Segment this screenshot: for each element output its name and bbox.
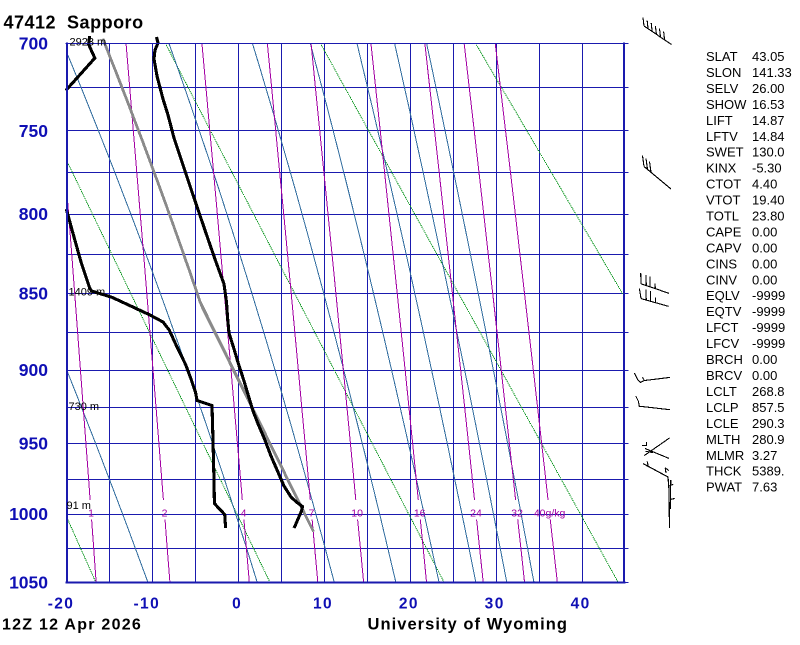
- svg-text:141.33: 141.33: [752, 65, 792, 80]
- svg-text:0.00: 0.00: [752, 224, 777, 239]
- svg-text:4.40: 4.40: [752, 177, 777, 192]
- svg-text:PWAT: PWAT: [706, 480, 742, 495]
- svg-text:16.53: 16.53: [752, 97, 785, 112]
- svg-text:EQLV: EQLV: [706, 288, 740, 303]
- svg-text:SELV: SELV: [706, 81, 739, 96]
- svg-text:-9999: -9999: [752, 320, 785, 335]
- svg-text:0.00: 0.00: [752, 368, 777, 383]
- svg-text:-9999: -9999: [752, 304, 785, 319]
- svg-text:24: 24: [470, 508, 482, 520]
- svg-text:SHOW: SHOW: [706, 97, 747, 112]
- svg-text:857.5: 857.5: [752, 400, 785, 415]
- svg-text:CINS: CINS: [706, 256, 737, 271]
- svg-text:950: 950: [19, 434, 48, 454]
- svg-text:47412 Sapporo: 47412 Sapporo: [4, 13, 144, 33]
- svg-text:800: 800: [19, 204, 48, 224]
- svg-text:SLON: SLON: [706, 65, 741, 80]
- svg-text:0.00: 0.00: [752, 256, 777, 271]
- svg-text:LCLE: LCLE: [706, 416, 739, 431]
- svg-text:KINX: KINX: [706, 161, 737, 176]
- svg-text:CINV: CINV: [706, 272, 737, 287]
- svg-text:-20: -20: [48, 596, 75, 613]
- svg-text:University of Wyoming: University of Wyoming: [368, 616, 569, 634]
- svg-text:MLTH: MLTH: [706, 432, 740, 447]
- svg-text:268.8: 268.8: [752, 384, 785, 399]
- svg-text:LCLT: LCLT: [706, 384, 737, 399]
- svg-text:10: 10: [313, 596, 333, 613]
- svg-text:SLAT: SLAT: [706, 49, 738, 64]
- svg-text:1050: 1050: [9, 572, 48, 592]
- svg-text:5389.: 5389.: [752, 464, 785, 479]
- svg-text:0.00: 0.00: [752, 352, 777, 367]
- svg-text:0.00: 0.00: [752, 272, 777, 287]
- svg-text:850: 850: [19, 284, 48, 304]
- svg-text:130.0: 130.0: [752, 145, 785, 160]
- svg-text:290.3: 290.3: [752, 416, 785, 431]
- svg-text:1: 1: [88, 508, 94, 520]
- svg-text:1409 m: 1409 m: [69, 287, 106, 299]
- svg-text:2923 m: 2923 m: [70, 37, 107, 49]
- svg-text:12Z 12 Apr 2026: 12Z 12 Apr 2026: [2, 617, 142, 634]
- svg-text:MLMR: MLMR: [706, 448, 744, 463]
- svg-text:3.27: 3.27: [752, 448, 777, 463]
- svg-text:EQTV: EQTV: [706, 304, 742, 319]
- svg-text:LIFT: LIFT: [706, 113, 733, 128]
- svg-text:16: 16: [414, 508, 426, 520]
- svg-text:23.80: 23.80: [752, 209, 785, 224]
- svg-text:-9999: -9999: [752, 336, 785, 351]
- svg-text:14.84: 14.84: [752, 129, 785, 144]
- svg-text:700: 700: [19, 33, 48, 53]
- svg-text:TOTL: TOTL: [706, 209, 739, 224]
- svg-text:-10: -10: [133, 596, 160, 613]
- svg-text:-5.30: -5.30: [752, 161, 782, 176]
- svg-text:7.63: 7.63: [752, 480, 777, 495]
- svg-text:2: 2: [162, 508, 168, 520]
- svg-text:BRCV: BRCV: [706, 368, 742, 383]
- svg-text:40: 40: [571, 596, 591, 613]
- svg-text:LFCT: LFCT: [706, 320, 739, 335]
- svg-text:730 m: 730 m: [69, 401, 100, 413]
- svg-text:26.00: 26.00: [752, 81, 785, 96]
- svg-text:7: 7: [309, 508, 315, 520]
- svg-text:4: 4: [241, 508, 247, 520]
- svg-text:LCLP: LCLP: [706, 400, 739, 415]
- svg-text:LFCV: LFCV: [706, 336, 740, 351]
- svg-text:30: 30: [485, 596, 505, 613]
- svg-text:40g/kg: 40g/kg: [534, 508, 566, 520]
- svg-text:900: 900: [19, 360, 48, 380]
- svg-text:43.05: 43.05: [752, 49, 785, 64]
- svg-text:14.87: 14.87: [752, 113, 785, 128]
- svg-text:CAPE: CAPE: [706, 224, 742, 239]
- svg-text:THCK: THCK: [706, 464, 742, 479]
- svg-text:280.9: 280.9: [752, 432, 785, 447]
- svg-text:BRCH: BRCH: [706, 352, 743, 367]
- svg-text:LFTV: LFTV: [706, 129, 738, 144]
- svg-text:0: 0: [232, 596, 242, 613]
- svg-text:-9999: -9999: [752, 288, 785, 303]
- svg-text:20: 20: [399, 596, 419, 613]
- svg-text:10: 10: [351, 508, 363, 520]
- svg-text:CTOT: CTOT: [706, 177, 741, 192]
- svg-text:750: 750: [19, 121, 48, 141]
- svg-text:0.00: 0.00: [752, 240, 777, 255]
- svg-text:VTOT: VTOT: [706, 193, 740, 208]
- svg-text:SWET: SWET: [706, 145, 744, 160]
- svg-text:32: 32: [511, 508, 523, 520]
- svg-text:1000: 1000: [9, 504, 48, 524]
- svg-text:19.40: 19.40: [752, 193, 785, 208]
- svg-text:CAPV: CAPV: [706, 240, 742, 255]
